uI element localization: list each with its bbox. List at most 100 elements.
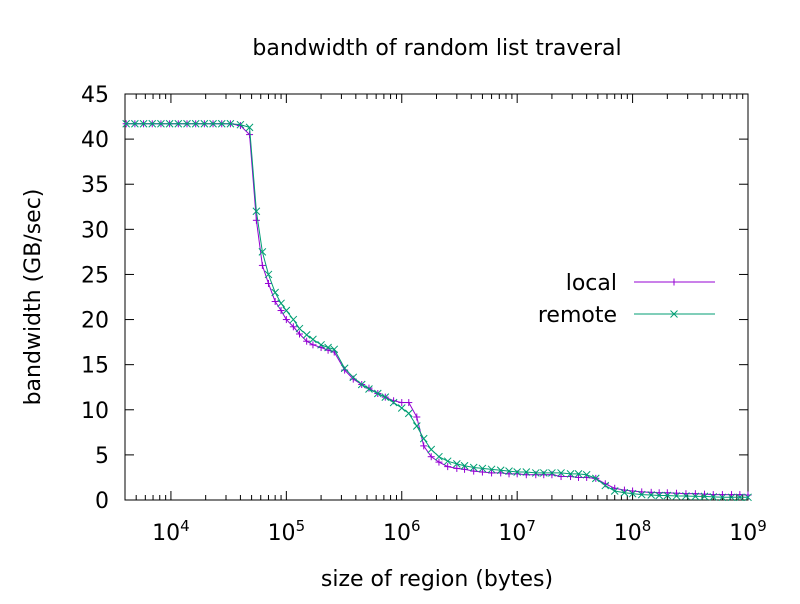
data-point-remote	[736, 493, 744, 502]
x-tick-label: 109	[729, 517, 767, 546]
data-point-remote	[672, 492, 681, 500]
data-point-remote	[727, 493, 736, 502]
data-point-local	[282, 316, 290, 324]
data-point-remote	[165, 119, 174, 128]
data-point-remote	[191, 119, 200, 128]
data-point-remote	[628, 489, 637, 498]
data-point-remote	[539, 469, 548, 477]
data-point-remote	[460, 461, 469, 470]
data-point-remote	[637, 490, 646, 499]
y-axis-label: bandwidth (GB/sec)	[21, 189, 46, 406]
data-point-remote	[404, 409, 413, 418]
data-point-remote	[591, 474, 600, 483]
plot-frame	[124, 93, 749, 501]
data-point-remote	[557, 469, 565, 477]
plot-border	[124, 93, 749, 501]
data-point-remote	[744, 493, 752, 502]
data-point-local	[277, 307, 285, 315]
series-local	[122, 120, 752, 499]
data-point-remote	[435, 452, 443, 461]
data-point-remote	[148, 119, 157, 128]
data-point-remote	[264, 270, 273, 279]
data-point-local	[435, 458, 443, 466]
data-point-remote	[381, 393, 390, 402]
x-tick-label: 107	[498, 517, 536, 546]
data-point-remote	[610, 487, 619, 495]
data-point-local	[557, 473, 565, 481]
x-tick-label: 108	[614, 517, 652, 546]
data-point-remote	[131, 119, 139, 128]
data-point-remote	[389, 398, 398, 407]
data-point-remote	[357, 380, 366, 389]
data-point-remote	[620, 488, 629, 497]
data-point-remote	[691, 492, 700, 501]
data-point-remote	[289, 315, 298, 324]
legend-marker-remote	[670, 310, 678, 318]
y-tick-label: 10	[81, 399, 109, 424]
data-point-local	[453, 464, 461, 472]
y-axis-ticks: 0 5 10 15 20 25 30 35 40 45	[81, 83, 748, 514]
data-point-remote	[443, 457, 452, 466]
data-point-remote	[513, 468, 522, 476]
data-point-remote	[582, 470, 591, 479]
data-point-remote	[427, 445, 436, 454]
data-point-remote	[340, 364, 349, 373]
data-point-remote	[700, 492, 709, 501]
data-point-remote	[282, 306, 291, 315]
data-point-local	[303, 337, 311, 345]
data-point-remote	[122, 119, 131, 128]
data-point-remote	[252, 207, 261, 216]
data-point-remote	[487, 465, 496, 474]
data-point-remote	[663, 491, 672, 500]
data-point-local	[478, 468, 486, 476]
chart-title: bandwidth of random list traveral	[252, 36, 621, 61]
data-point-local	[264, 279, 272, 287]
y-tick-label: 30	[81, 218, 109, 243]
data-point-remote	[452, 460, 461, 468]
data-point-remote	[209, 119, 217, 128]
series-remote	[122, 119, 752, 502]
data-point-remote	[200, 119, 209, 128]
data-point-remote	[174, 119, 183, 128]
data-point-remote	[236, 120, 245, 129]
legend-marker-local	[670, 278, 678, 286]
data-point-local	[405, 399, 413, 407]
data-point-local	[413, 413, 421, 421]
data-point-local	[575, 473, 583, 481]
data-point-local	[271, 298, 279, 306]
data-point-remote	[349, 373, 358, 382]
x-axis-ticks: 104 105 106 107 108 109	[124, 94, 767, 546]
y-tick-label: 20	[81, 309, 109, 334]
data-point-remote	[330, 345, 339, 354]
data-point-local	[398, 399, 406, 407]
data-point-remote	[655, 491, 664, 500]
data-point-local	[420, 442, 428, 450]
data-point-remote	[226, 119, 235, 128]
data-point-remote	[647, 491, 656, 499]
data-point-remote	[277, 299, 285, 308]
x-tick-label: 104	[152, 517, 190, 546]
data-point-remote	[601, 481, 610, 490]
data-point-remote	[469, 463, 478, 472]
x-tick-label: 105	[268, 517, 306, 546]
data-point-remote	[157, 119, 165, 128]
data-point-remote	[258, 248, 267, 256]
y-tick-label: 40	[81, 128, 109, 153]
y-tick-label: 45	[81, 83, 109, 108]
data-point-remote	[531, 469, 540, 477]
data-point-remote	[574, 469, 583, 478]
data-point-remote	[217, 119, 226, 128]
legend: local remote	[538, 271, 715, 328]
data-point-local	[427, 453, 435, 461]
data-point-remote	[412, 422, 421, 430]
x-tick-label: 106	[383, 517, 421, 546]
data-point-local	[470, 467, 478, 475]
data-point-local	[488, 469, 496, 477]
data-point-remote	[295, 324, 304, 333]
data-point-remote	[302, 331, 311, 339]
data-point-remote	[718, 493, 727, 502]
data-point-local	[289, 323, 297, 331]
data-point-local	[295, 330, 303, 338]
data-point-remote	[419, 434, 428, 443]
